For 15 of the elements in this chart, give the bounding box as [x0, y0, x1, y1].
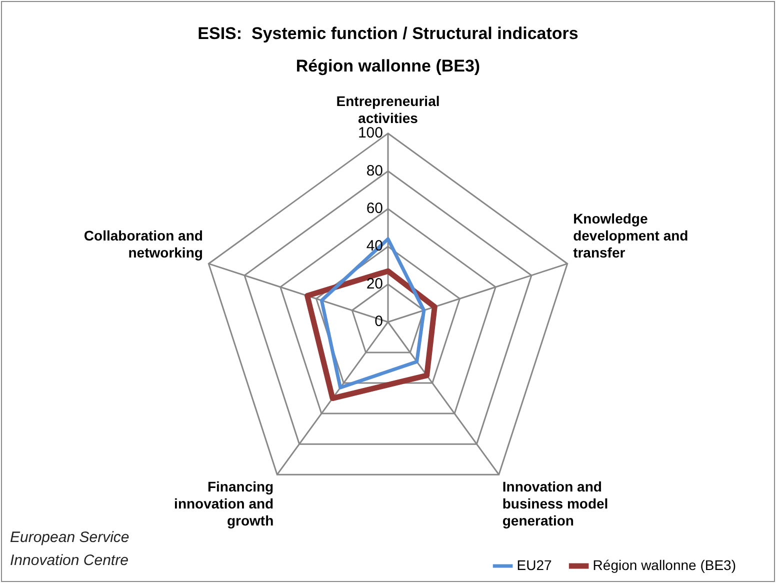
spoke-label: Financing innovation and growth [174, 478, 274, 528]
y-tick-label: 20 [366, 275, 383, 292]
y-tick-label: 0 [374, 313, 383, 330]
spoke-label: Knowledge development and transfer [573, 210, 688, 260]
chart-subtitle: Région wallonne (BE3) [296, 56, 480, 76]
chart-title: ESIS: Systemic function / Structural indicators [198, 24, 578, 43]
legend-label: Région wallonne (BE3) [592, 556, 736, 573]
y-tick-label: 60 [366, 200, 383, 217]
text: European Service Innovation Centre [10, 528, 130, 571]
spoke-label: Innovation and business model generation [502, 478, 608, 528]
legend-label: EU27 [516, 556, 552, 573]
y-tick-label: 100 [358, 124, 383, 142]
spoke-label: Entrepreneurial activities [336, 93, 440, 126]
spoke-label: Collaboration and networking [84, 228, 203, 260]
y-tick-label: 80 [366, 162, 383, 180]
